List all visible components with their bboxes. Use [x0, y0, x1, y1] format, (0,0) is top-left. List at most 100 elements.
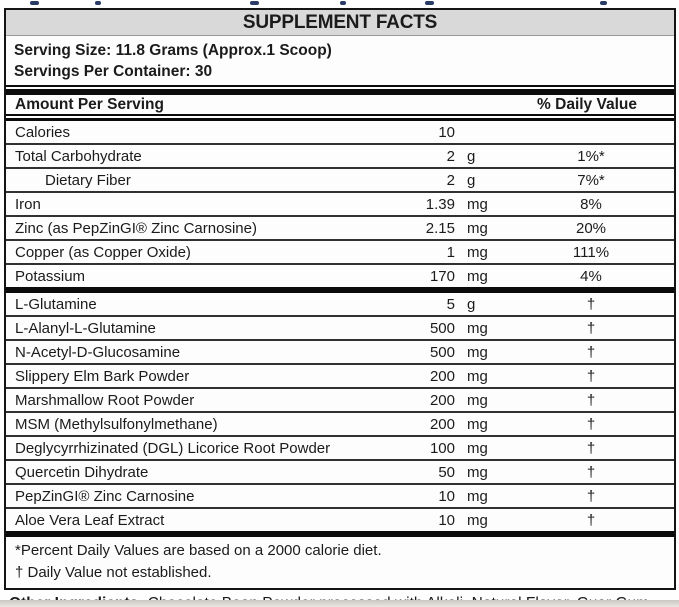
serving-info: Serving Size: 11.8 Grams (Approx.1 Scoop… [6, 36, 674, 85]
nutrient-daily-value: † [586, 391, 596, 409]
nutrient-name: Deglycyrrhizinated (DGL) Licorice Root P… [15, 439, 331, 457]
nutrient-name: Marshmallow Root Powder [15, 391, 195, 409]
nutrient-name: MSM (Methylsulfonylmethane) [15, 415, 218, 433]
nutrient-amount: 10 [438, 511, 455, 529]
footnotes: *Percent Daily Values are based on a 200… [6, 537, 674, 588]
nutrient-unit: mg [467, 487, 488, 505]
table-row: Aloe Vera Leaf Extract 10 mg † [6, 509, 674, 531]
nutrient-unit: mg [467, 439, 488, 457]
nutrient-amount: 200 [429, 367, 455, 385]
nutrient-unit: g [467, 147, 476, 165]
nutrient-daily-value: 8% [580, 195, 602, 213]
nutrient-amount: 200 [429, 415, 455, 433]
table-row: N-Acetyl-D-Glucosamine 500 mg † [6, 341, 674, 365]
nutrient-name: Aloe Vera Leaf Extract [15, 511, 165, 529]
nutrient-name: PepZinGI® Zinc Carnosine [15, 487, 195, 505]
nutrient-name: Dietary Fiber [45, 171, 131, 189]
table-row: L-Alanyl-L-Glutamine 500 mg † [6, 317, 674, 341]
divider [6, 114, 674, 116]
nutrient-daily-value: † [586, 367, 596, 385]
nutrient-name: N-Acetyl-D-Glucosamine [15, 343, 181, 361]
nutrient-amount: 2 [446, 171, 455, 189]
cropped-top-text [0, 0, 679, 7]
nutrient-daily-value: 1%* [577, 147, 605, 165]
table-row: Potassium 170 mg 4% [6, 265, 674, 287]
table-row: Iron 1.39 mg 8% [6, 193, 674, 217]
table-header-row: Amount Per Serving % Daily Value [6, 95, 674, 114]
nutrient-daily-value: † [586, 511, 596, 529]
botanicals-section: L-Glutamine 5 g † L-Alanyl-L-Glutamine 5… [6, 293, 674, 531]
nutrient-name: L-Glutamine [15, 295, 97, 313]
nutrient-daily-value: 20% [575, 219, 607, 237]
nutrient-unit: mg [467, 195, 488, 213]
table-row: Zinc (as PepZinGI® Zinc Carnosine) 2.15 … [6, 217, 674, 241]
table-row: Deglycyrrhizinated (DGL) Licorice Root P… [6, 437, 674, 461]
nutrient-unit: mg [467, 415, 488, 433]
nutrient-amount: 10 [438, 487, 455, 505]
nutrient-daily-value: † [586, 343, 596, 361]
cropped-bottom-element [0, 600, 679, 607]
serving-size-text: Serving Size: 11.8 Grams (Approx.1 Scoop… [14, 42, 332, 59]
footnote-percent-daily-values: *Percent Daily Values are based on a 200… [15, 542, 382, 559]
nutrient-name: Copper (as Copper Oxide) [15, 243, 191, 261]
nutrient-name: Calories [15, 123, 71, 141]
table-row: Total Carbohydrate 2 g 1%* [6, 145, 674, 169]
nutrient-amount: 500 [429, 319, 455, 337]
nutrient-unit: mg [467, 267, 488, 285]
panel-title: SUPPLEMENT FACTS [242, 11, 438, 33]
nutrient-daily-value: 7%* [577, 171, 605, 189]
nutrient-unit: mg [467, 243, 488, 261]
servings-per-container-text: Servings Per Container: 30 [14, 63, 213, 80]
nutrient-amount: 500 [429, 343, 455, 361]
nutrient-name: Iron [15, 195, 41, 213]
nutrient-unit: mg [467, 343, 488, 361]
section-bar [6, 118, 674, 121]
nutrient-daily-value: † [586, 487, 596, 505]
nutrient-unit: mg [467, 319, 488, 337]
nutrient-name: Quercetin Dihydrate [15, 463, 149, 481]
nutrient-name: L-Alanyl-L-Glutamine [15, 319, 156, 337]
table-row: PepZinGI® Zinc Carnosine 10 mg † [6, 485, 674, 509]
nutrient-daily-value: † [586, 463, 596, 481]
section-bar [6, 89, 674, 95]
nutrient-daily-value: 4% [580, 267, 602, 285]
facts-panel: SUPPLEMENT FACTS Serving Size: 11.8 Gram… [4, 8, 676, 590]
nutrient-amount: 1.39 [425, 195, 455, 213]
table-row: Dietary Fiber 2 g 7%* [6, 169, 674, 193]
nutrient-unit: mg [467, 219, 488, 237]
column-header-amount: Amount Per Serving [15, 95, 164, 113]
nutrient-name: Zinc (as PepZinGI® Zinc Carnosine) [15, 219, 257, 237]
divider [6, 85, 674, 87]
nutrient-daily-value: † [586, 439, 596, 457]
nutrient-unit: g [467, 295, 476, 313]
panel-title-band: SUPPLEMENT FACTS [6, 10, 674, 36]
nutrient-amount: 100 [429, 439, 455, 457]
column-header-daily-value: % Daily Value [537, 95, 637, 113]
nutrient-daily-value: † [586, 415, 596, 433]
nutrient-amount: 170 [429, 267, 455, 285]
nutrient-daily-value: 111% [572, 243, 610, 261]
nutrients-section: Calories 10 Total Carbohydrate 2 g 1%* D… [6, 121, 674, 287]
nutrient-amount: 2 [446, 147, 455, 165]
nutrient-amount: 200 [429, 391, 455, 409]
nutrient-amount: 1 [446, 243, 455, 261]
nutrient-unit: mg [467, 463, 488, 481]
table-row: Quercetin Dihydrate 50 mg † [6, 461, 674, 485]
nutrient-name: Potassium [15, 267, 86, 285]
table-row: Calories 10 [6, 121, 674, 145]
section-bar [6, 531, 674, 537]
nutrient-amount: 2.15 [425, 219, 455, 237]
table-row: L-Glutamine 5 g † [6, 293, 674, 317]
table-row: MSM (Methylsulfonylmethane) 200 mg † [6, 413, 674, 437]
footnote-daily-value-not-established: † Daily Value not established. [15, 564, 212, 581]
nutrient-daily-value: † [586, 319, 596, 337]
nutrient-name: Total Carbohydrate [15, 147, 142, 165]
table-row: Copper (as Copper Oxide) 1 mg 111% [6, 241, 674, 265]
nutrient-name: Slippery Elm Bark Powder [15, 367, 190, 385]
table-row: Marshmallow Root Powder 200 mg † [6, 389, 674, 413]
table-row: Slippery Elm Bark Powder 200 mg † [6, 365, 674, 389]
nutrient-unit: mg [467, 391, 488, 409]
nutrient-unit: mg [467, 367, 488, 385]
nutrient-daily-value: † [586, 295, 596, 313]
